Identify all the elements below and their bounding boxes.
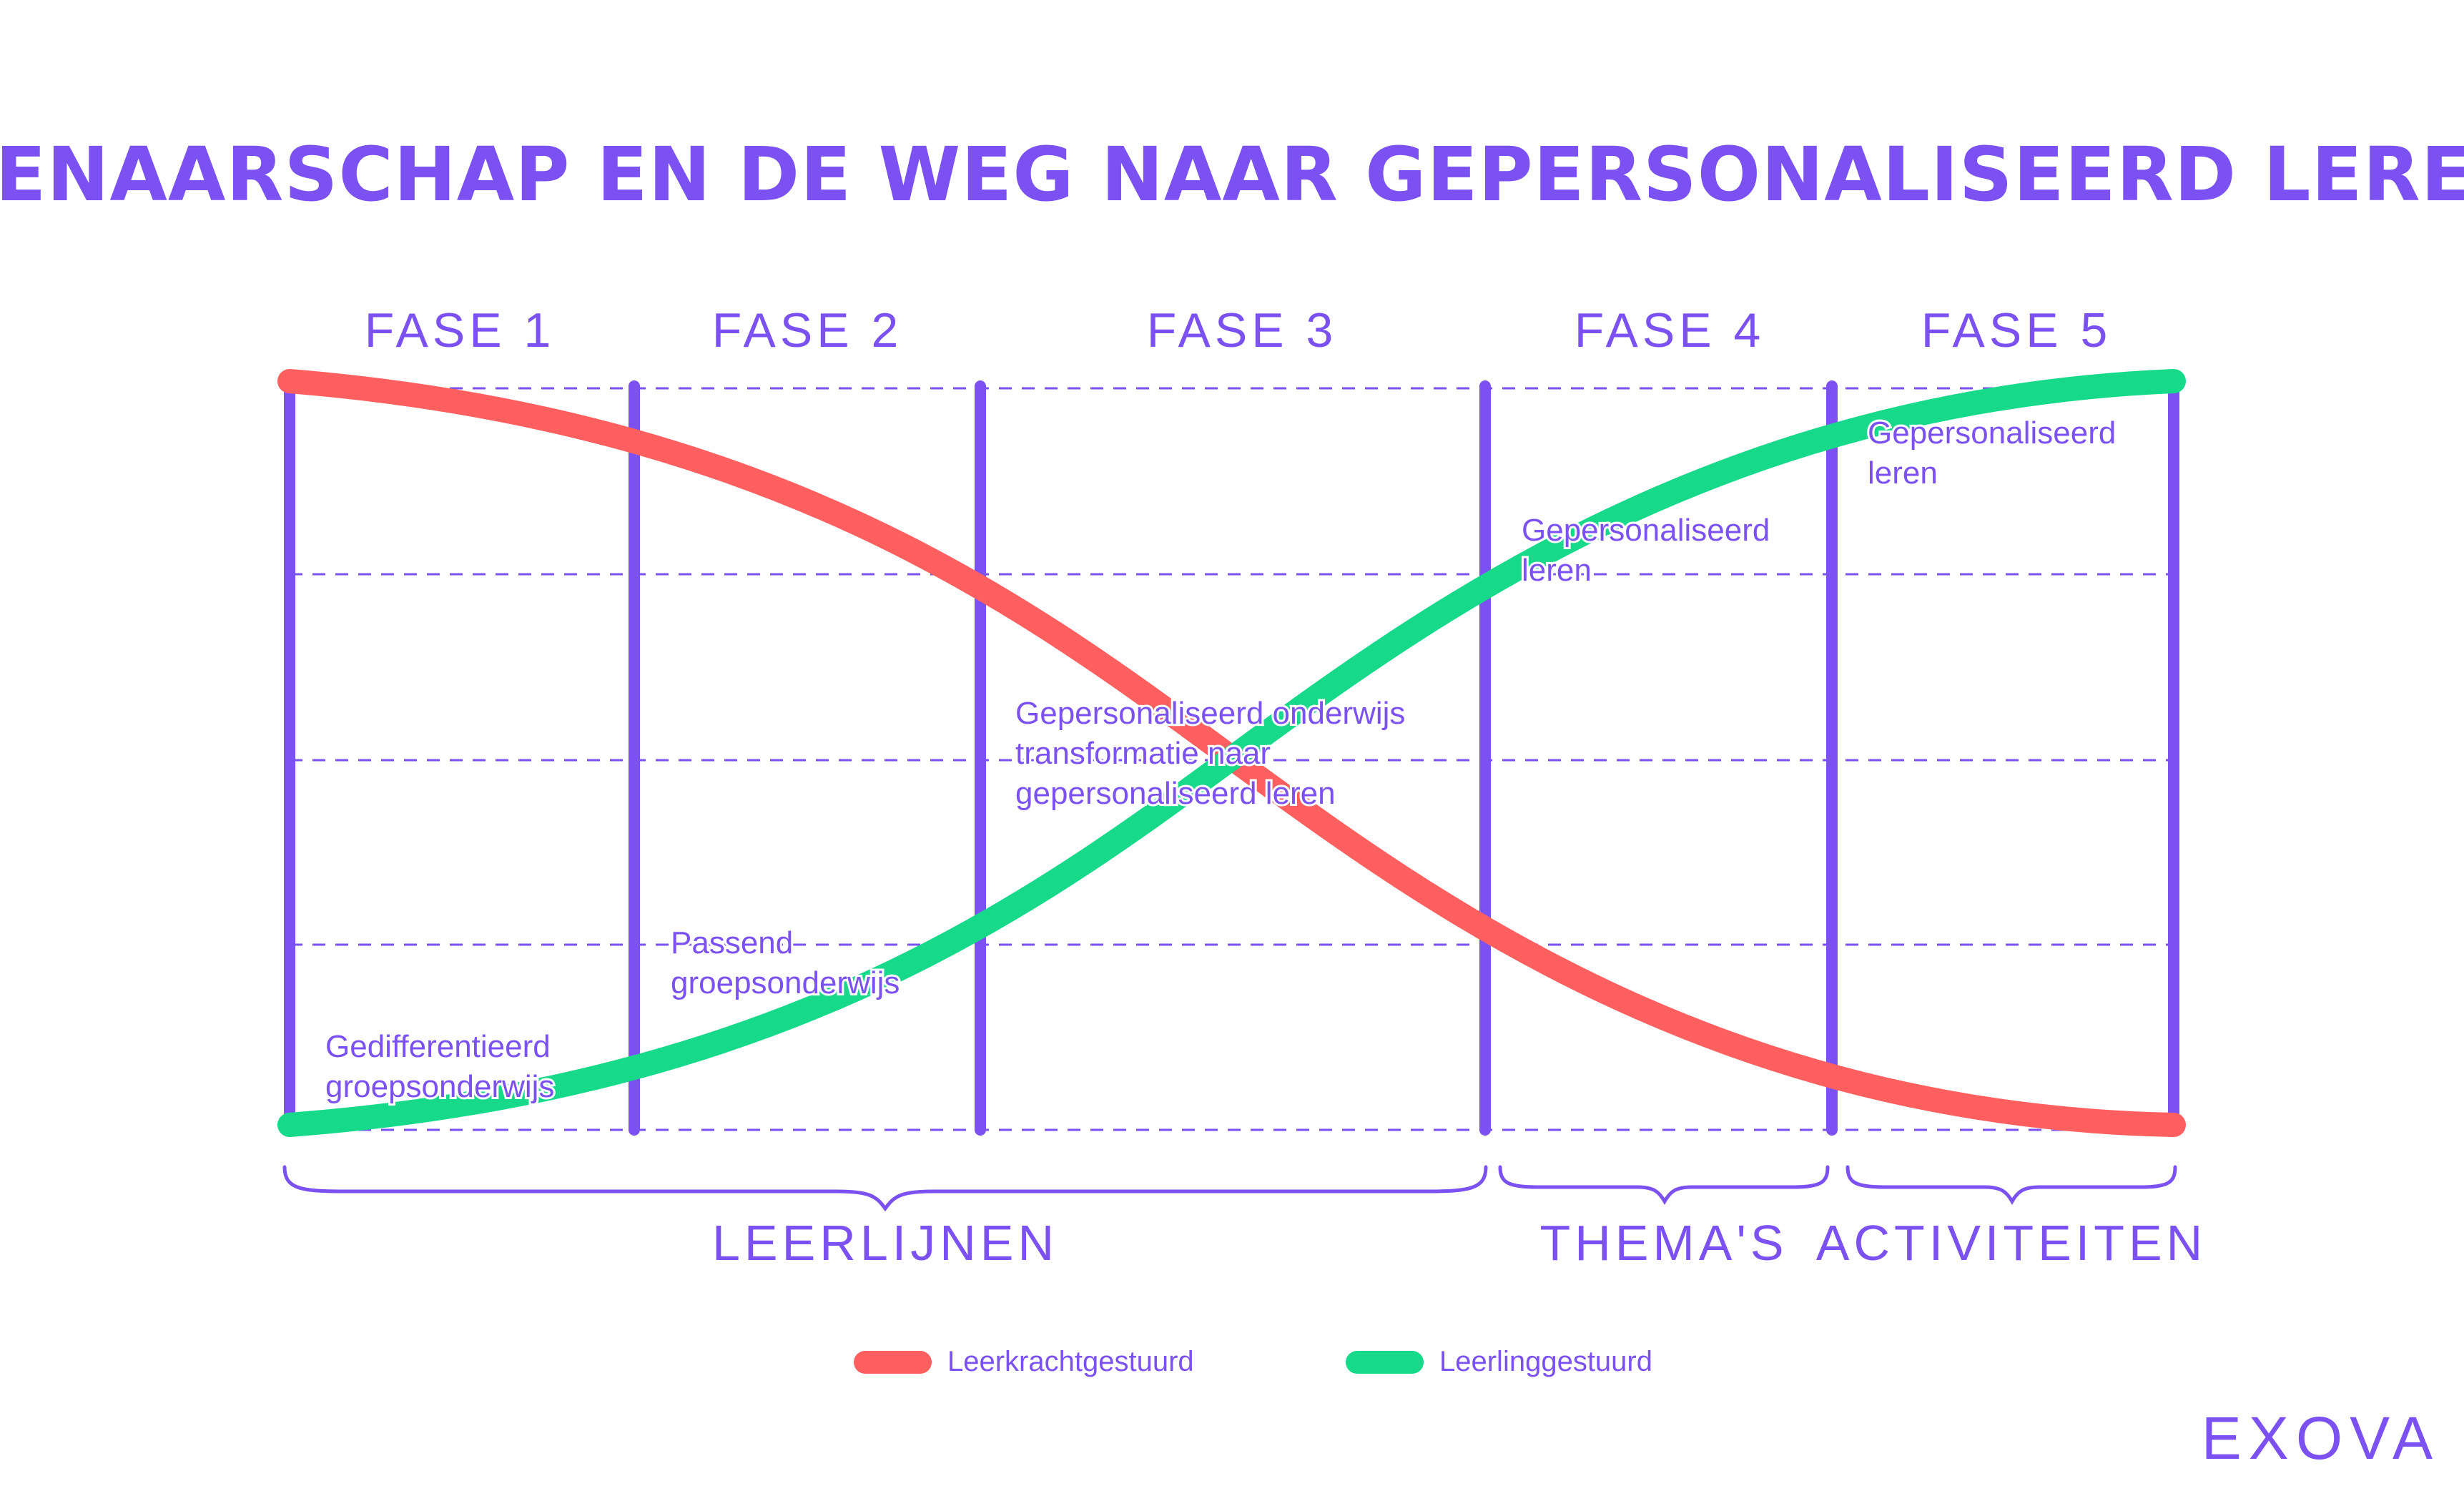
label-fase4: Gepersonaliseerd leren: [1522, 513, 1779, 588]
phase-3-heading: FASE 3: [1147, 303, 1338, 358]
label-transformatie-line1: Gepersonaliseerd onderwijs: [1015, 696, 1405, 731]
group-activiteiten: ACTIVITEITEN: [1816, 1215, 2207, 1271]
group-themas: THEMA'S: [1539, 1215, 1788, 1271]
label-fase4-line1: Gepersonaliseerd: [1522, 513, 1770, 548]
legend-label-teacher: Leerkrachtgestuurd: [947, 1346, 1194, 1377]
label-transformatie-line3: gepersonaliseerd leren: [1015, 776, 1336, 811]
brace-themas: [1498, 1165, 1830, 1206]
label-passend-line2: groepsonderwijs: [671, 965, 900, 1000]
group-leerlijnen: LEERLIJNEN: [712, 1215, 1058, 1271]
phase-1-heading: FASE 1: [365, 303, 556, 358]
label-gedifferentieerd-line1: Gedifferentieerd: [325, 1029, 551, 1064]
phase-4-heading: FASE 4: [1575, 303, 1765, 358]
legend-label-student: Leerlinggestuurd: [1439, 1346, 1652, 1377]
label-fase5-line1: Gepersonaliseerd: [1868, 415, 2116, 451]
page-title: EIGENAARSCHAP EN DE WEG NAAR GEPERSONALI…: [0, 131, 2464, 218]
brace-activiteiten: [1845, 1165, 2177, 1206]
label-fase4-line2: leren: [1522, 553, 1592, 588]
brace-leerlijnen: [282, 1165, 1488, 1212]
label-passend-line1: Passend: [671, 925, 793, 960]
phase-2-heading: FASE 2: [712, 303, 903, 358]
phase-dividers: [284, 380, 2179, 1136]
legend: Leerkrachtgestuurd Leerlinggestuurd: [854, 1346, 1652, 1377]
student-led-curve: [277, 369, 2186, 1137]
label-passend: Passend groepsonderwijs: [671, 925, 900, 1000]
label-transformatie: Gepersonaliseerd onderwijs transformatie…: [1015, 696, 1414, 811]
label-transformatie-line2: transformatie naar: [1015, 736, 1271, 771]
label-fase5: Gepersonaliseerd leren: [1868, 415, 2125, 491]
exova-logo: EXOVA: [2202, 1404, 2440, 1472]
braces: [282, 1165, 2177, 1212]
label-fase5-line2: leren: [1868, 456, 1938, 491]
phase-5-heading: FASE 5: [1921, 303, 2112, 358]
label-gedifferentieerd-line2: groepsonderwijs: [325, 1069, 554, 1104]
label-gedifferentieerd: Gedifferentieerd groepsonderwijs: [325, 1029, 559, 1104]
